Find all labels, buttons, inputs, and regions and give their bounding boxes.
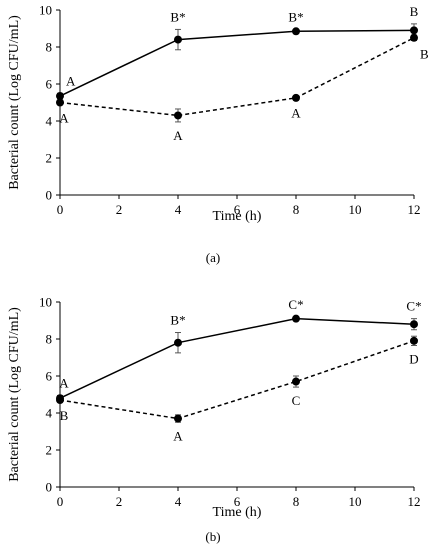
significance-label: B: [420, 47, 428, 62]
significance-label: B*: [170, 313, 185, 328]
x-tick-label: 6: [234, 494, 241, 509]
x-tick-label: 0: [57, 202, 64, 217]
y-tick-label: 2: [46, 151, 53, 166]
data-point: [292, 314, 300, 323]
y-tick-label: 10: [39, 295, 52, 310]
series-line-dashed: [59, 340, 415, 420]
x-tick-label: 4: [175, 494, 182, 509]
x-tick-label: 12: [408, 202, 421, 217]
series-line-solid: [59, 29, 415, 97]
significance-label: A: [59, 110, 69, 125]
y-axis-label: Bacterial count (Log CFU/mL): [7, 15, 22, 190]
series-line-dashed: [59, 37, 415, 117]
x-tick-label: 10: [349, 494, 362, 509]
significance-label: C*: [288, 297, 303, 312]
data-point: [410, 26, 418, 35]
x-axis-label: Time (h): [213, 209, 262, 224]
panel-label: (b): [205, 529, 220, 544]
y-tick-label: 6: [46, 77, 53, 92]
x-tick-label: 12: [408, 494, 421, 509]
x-tick-label: 10: [349, 202, 362, 217]
x-tick-label: 8: [293, 494, 300, 509]
data-point: [292, 93, 300, 102]
x-axis-label: Time (h): [213, 505, 262, 520]
x-tick-label: 6: [234, 202, 241, 217]
data-point: [174, 111, 182, 120]
significance-label: A: [173, 128, 183, 143]
data-point: [56, 92, 64, 101]
x-tick-label: 8: [293, 202, 300, 217]
significance-label: D: [409, 351, 418, 366]
chart-panel-b: 0 2 4 6 8 10 0 2 4 6 8 10 12 Time (h) Bacterial count …: [7, 295, 422, 545]
y-tick-label: 8: [46, 40, 53, 55]
significance-label: B: [60, 408, 69, 423]
y-tick-label: 6: [46, 369, 53, 384]
data-point: [292, 27, 300, 36]
significance-label: B: [410, 4, 419, 19]
significance-label: A: [173, 428, 183, 443]
significance-label: C*: [406, 299, 421, 314]
data-point: [56, 98, 64, 107]
chart-panel-a: 0 2 4 6 8 10 0 2 4 6 8 10 12 Time (h) Bacterial count …: [7, 3, 428, 266]
y-tick-label: 0: [46, 480, 53, 495]
x-tick-label: 0: [57, 494, 64, 509]
data-point: [410, 33, 418, 42]
data-point: [174, 35, 182, 44]
y-tick-label: 0: [46, 188, 53, 203]
data-point: [56, 396, 64, 405]
significance-label: B*: [170, 9, 185, 24]
significance-label: B*: [288, 9, 303, 24]
series-line-solid: [59, 317, 415, 399]
x-tick-label: 4: [175, 202, 182, 217]
y-tick-label: 2: [46, 443, 53, 458]
significance-label: A: [66, 73, 76, 88]
y-tick-label: 10: [39, 3, 52, 18]
y-axis-label: Bacterial count (Log CFU/mL): [7, 307, 22, 482]
data-point: [174, 414, 182, 423]
panel-label: (a): [206, 250, 220, 265]
x-tick-label: 2: [116, 202, 123, 217]
y-tick-label: 8: [46, 332, 53, 347]
y-tick-label: 4: [46, 406, 53, 421]
x-tick-label: 2: [116, 494, 123, 509]
data-point: [410, 336, 418, 345]
significance-label: C: [292, 393, 301, 408]
significance-label: A: [59, 375, 69, 390]
y-tick-label: 4: [46, 114, 53, 129]
significance-label: A: [291, 106, 301, 121]
data-point: [292, 377, 300, 386]
data-point: [174, 338, 182, 347]
data-point: [410, 320, 418, 329]
